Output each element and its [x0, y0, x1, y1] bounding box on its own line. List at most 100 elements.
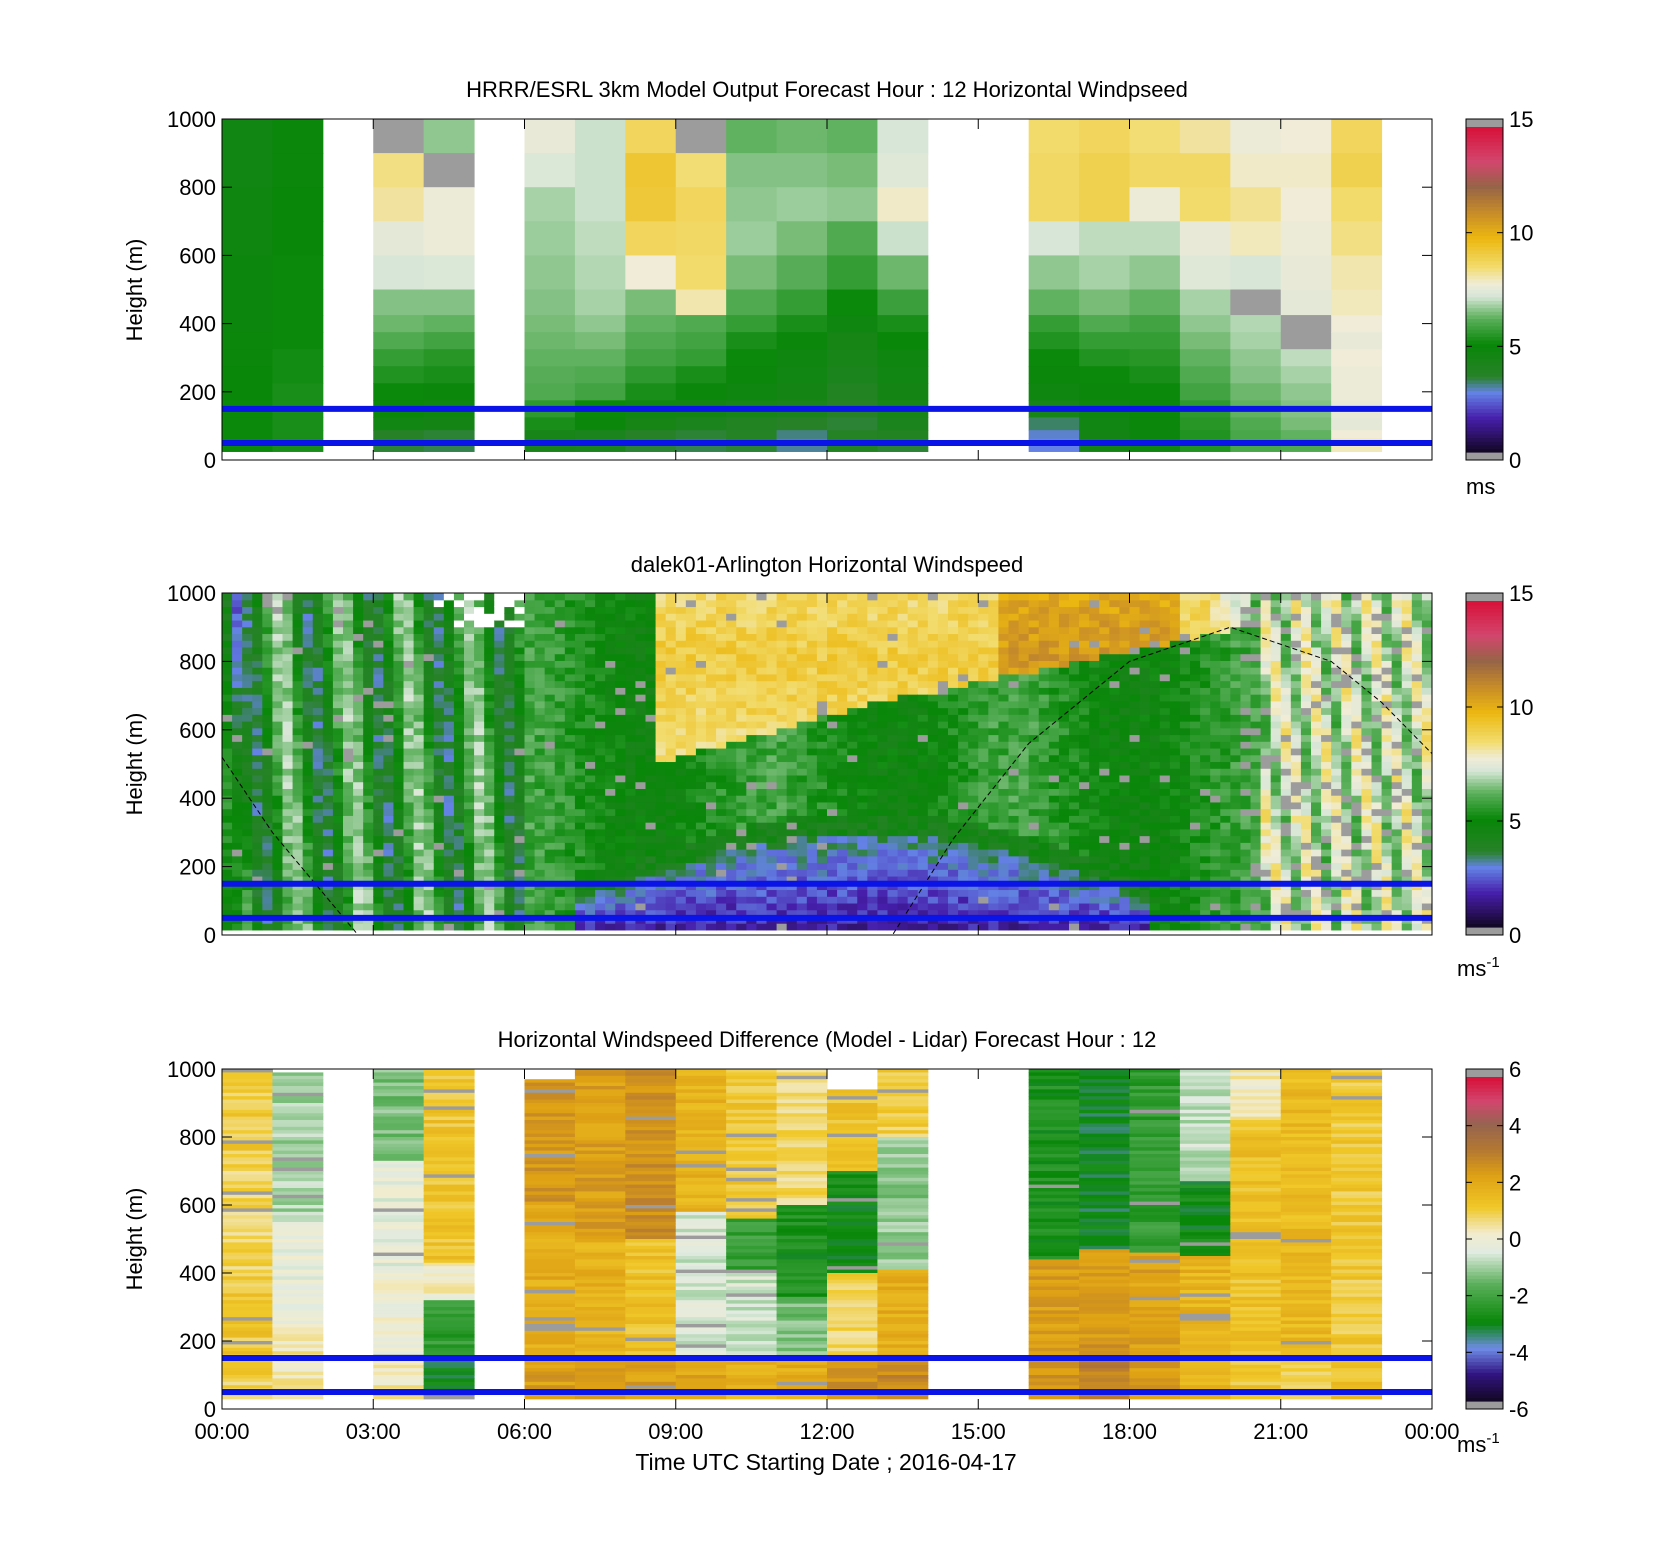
lidar-cell	[242, 633, 253, 641]
lidar-cell	[474, 673, 485, 682]
lidar-cell	[665, 822, 677, 830]
lidar-cell	[695, 862, 707, 870]
lidar-cell	[383, 801, 395, 810]
lidar-cell	[564, 727, 576, 736]
lidar-cell	[615, 687, 626, 695]
lidar-cell	[786, 902, 798, 911]
lidar-cell	[968, 680, 979, 688]
lidar-cell	[877, 727, 889, 736]
lidar-cell	[1058, 768, 1070, 776]
lidar-cell	[1119, 822, 1131, 830]
lidar-cell	[827, 700, 838, 709]
lidar-cell	[1008, 761, 1020, 769]
lidar-cell	[796, 875, 808, 884]
lidar-cell	[665, 869, 677, 877]
lidar-cell	[322, 795, 334, 803]
lidar-cell	[262, 734, 274, 742]
lidar-cell	[1028, 781, 1040, 789]
lidar-cell	[1008, 673, 1020, 682]
lidar-cell	[282, 613, 294, 621]
lidar-cell	[302, 808, 314, 816]
lidar-cell	[312, 855, 324, 864]
lidar-cell	[222, 673, 233, 682]
lidar-cell	[937, 875, 949, 884]
colorbar-tick-label: 5	[1509, 334, 1521, 359]
lidar-cell	[887, 808, 899, 816]
lidar-cell	[716, 761, 727, 769]
lidar-cell	[827, 741, 838, 749]
model-cell	[827, 332, 878, 350]
lidar-cell	[484, 613, 495, 621]
lidar-cell	[625, 619, 637, 628]
lidar-cell	[353, 828, 364, 837]
lidar-cell	[353, 808, 364, 816]
model-cell	[625, 119, 677, 154]
lidar-cell	[413, 842, 425, 850]
model-cell	[625, 255, 677, 290]
lidar-cell	[282, 700, 294, 709]
lidar-cell	[222, 896, 233, 904]
model-cell	[1028, 417, 1080, 431]
lidar-cell	[504, 828, 516, 837]
lidar-cell	[1018, 626, 1030, 635]
lidar-cell	[675, 660, 687, 668]
lidar-cell	[433, 741, 445, 749]
lidar-cell	[615, 741, 626, 749]
lidar-cell	[585, 694, 596, 702]
lidar-cell	[514, 680, 526, 688]
lidar-cell	[353, 788, 364, 796]
lidar-cell	[706, 835, 717, 843]
lidar-cell	[312, 902, 324, 911]
lidar-cell	[332, 909, 344, 917]
lidar-cell	[504, 741, 516, 749]
lidar-cell	[343, 593, 354, 601]
lidar-cell	[373, 808, 384, 816]
lidar-cell	[1058, 788, 1070, 796]
lidar-cell	[423, 768, 435, 776]
lidar-cell	[514, 774, 526, 783]
lidar-cell	[1008, 781, 1020, 789]
lidar-cell	[1058, 667, 1070, 675]
model-cell	[776, 315, 828, 333]
lidar-cell	[242, 815, 253, 823]
lidar-cell	[907, 909, 919, 917]
lidar-cell	[948, 626, 959, 635]
lidar-cell	[927, 875, 939, 884]
lidar-cell	[887, 754, 899, 763]
lidar-cell	[312, 808, 324, 816]
lidar-cell	[685, 923, 697, 931]
lidar-cell	[1089, 633, 1100, 641]
y-tick-label: 1000	[167, 107, 216, 132]
lidar-cell	[453, 896, 465, 904]
colorbar-swatch	[1466, 155, 1503, 161]
lidar-cell	[484, 673, 495, 682]
lidar-cell	[453, 599, 465, 608]
lidar-cell	[988, 714, 1000, 722]
colorbar-swatch	[1466, 325, 1503, 330]
lidar-cell	[706, 673, 717, 682]
lidar-cell	[242, 795, 253, 803]
lidar-cell	[756, 633, 768, 641]
lidar-cell	[998, 673, 1010, 682]
lidar-cell	[675, 747, 687, 756]
lidar-cell	[796, 923, 808, 931]
lidar-cell	[816, 896, 828, 904]
lidar-cell	[282, 869, 294, 877]
lidar-cell	[474, 923, 485, 931]
lidar-cell	[786, 700, 798, 709]
lidar-cell	[837, 808, 848, 816]
lidar-cell	[272, 754, 284, 763]
lidar-cell	[494, 889, 505, 897]
lidar-cell	[867, 640, 879, 648]
lidar-cell	[1028, 747, 1040, 756]
lidar-cell	[786, 619, 798, 628]
lidar-cell	[554, 923, 566, 931]
lidar-cell	[1018, 687, 1030, 695]
lidar-cell	[332, 822, 344, 830]
lidar-cell	[282, 835, 294, 843]
lidar-cell	[443, 700, 455, 709]
lidar-cell	[655, 774, 667, 783]
lidar-cell	[1038, 626, 1050, 635]
lidar-cell	[645, 694, 657, 702]
model-cell	[1079, 153, 1130, 188]
